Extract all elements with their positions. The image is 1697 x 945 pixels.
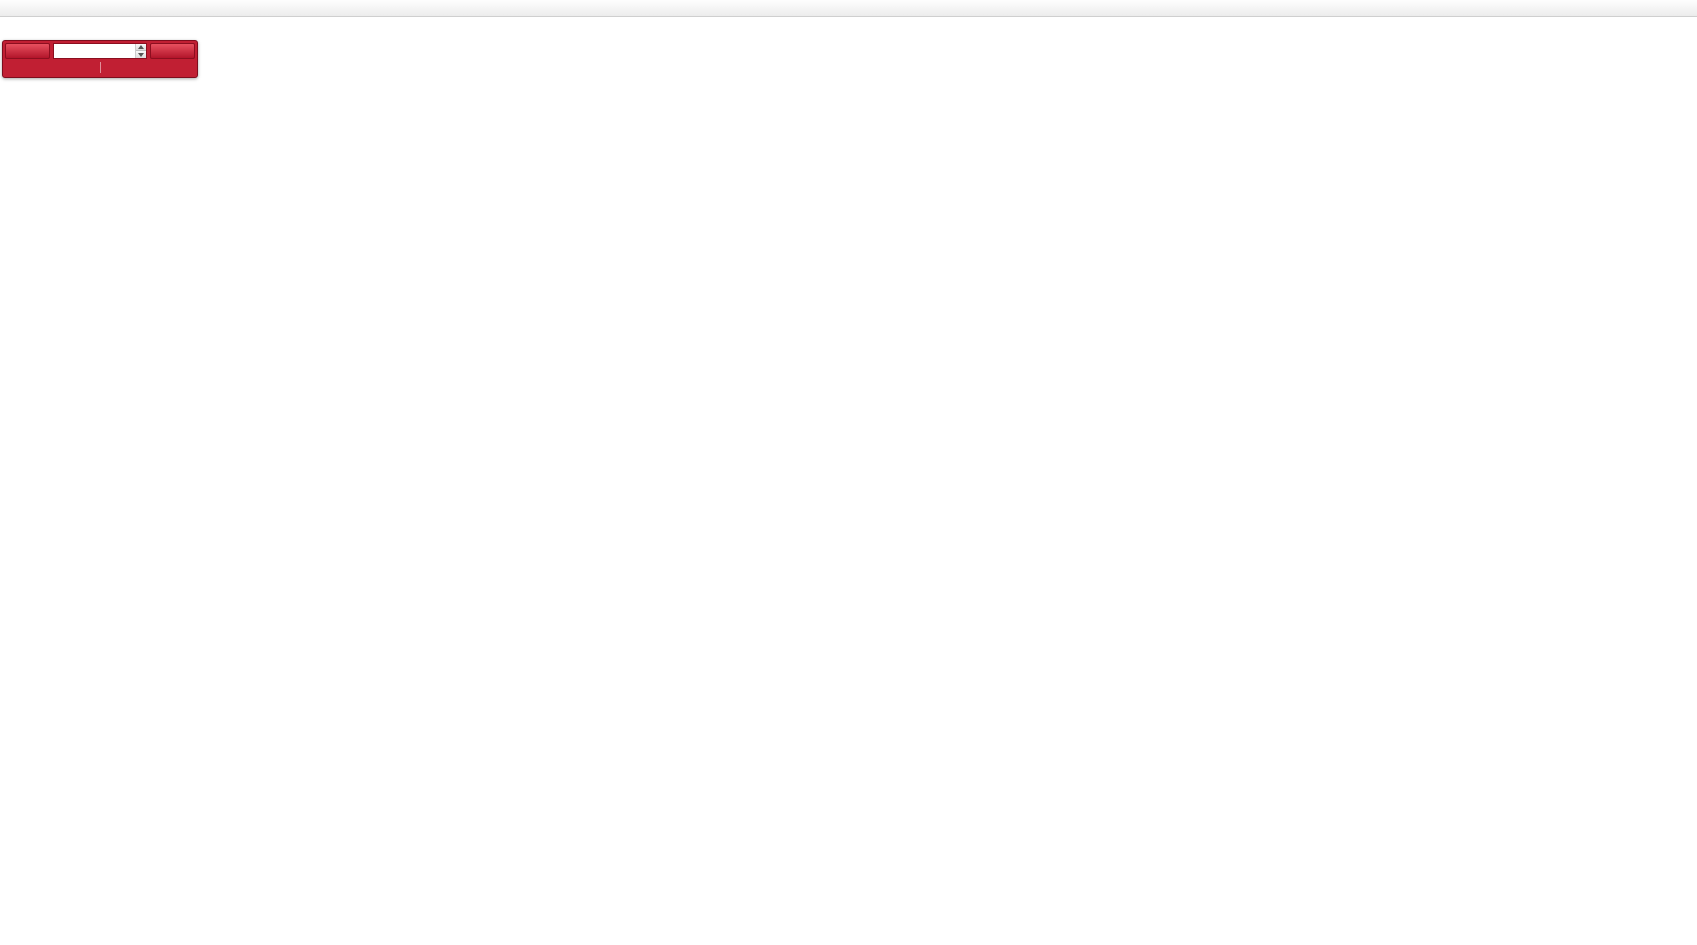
volume-increase-button[interactable]: [136, 44, 146, 51]
volume-decrease-button[interactable]: [136, 51, 146, 58]
buy-button[interactable]: [150, 43, 195, 59]
volume-input[interactable]: [54, 44, 135, 58]
price-divider: [99, 62, 101, 73]
chart-area: [0, 17, 1697, 940]
chart-svg[interactable]: [0, 17, 1697, 940]
one-click-trade-panel: [2, 40, 198, 78]
sell-price-display[interactable]: [5, 60, 100, 75]
trade-panel-top-row: [5, 43, 195, 59]
up-arrow-icon: [138, 45, 144, 49]
trade-panel-price-row: [5, 60, 195, 75]
buy-price-display[interactable]: [101, 60, 196, 75]
sell-button[interactable]: [5, 43, 50, 59]
volume-spinner: [135, 44, 146, 58]
down-arrow-icon: [138, 52, 144, 57]
volume-box: [53, 43, 147, 59]
main-toolbar: [0, 0, 1697, 17]
